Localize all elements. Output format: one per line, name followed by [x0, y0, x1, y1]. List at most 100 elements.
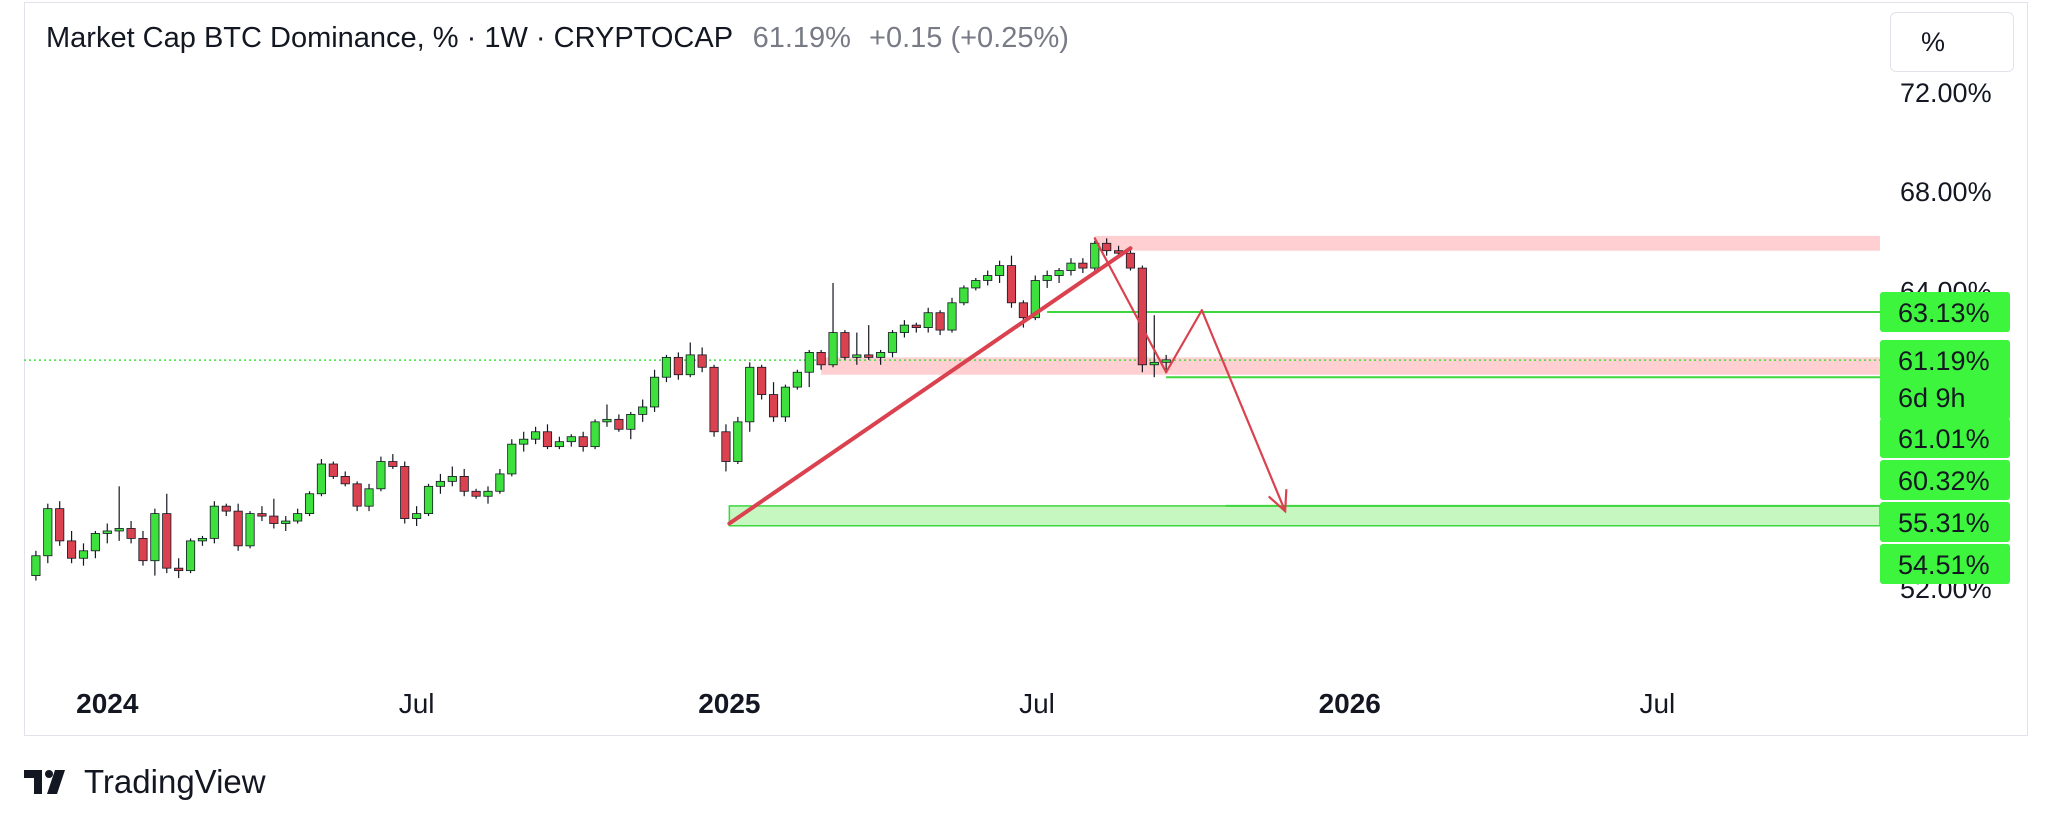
candle — [43, 503, 53, 564]
brand-name: TradingView — [84, 763, 266, 800]
candle-body — [911, 324, 921, 328]
candle — [1090, 240, 1100, 271]
candle-body — [1137, 267, 1147, 366]
candle-body — [804, 351, 814, 373]
candle — [1042, 270, 1052, 288]
candle — [102, 523, 112, 544]
candle — [388, 454, 398, 469]
candle — [423, 483, 434, 517]
candle — [947, 297, 957, 333]
price-badge: 55.31% — [1880, 502, 2010, 542]
percent-scale-button[interactable]: % — [1890, 12, 2014, 72]
candle — [768, 382, 779, 422]
candle-body — [959, 287, 969, 304]
badge-bg — [1880, 292, 2010, 332]
candle-body — [864, 354, 874, 358]
badge-bg — [1880, 418, 2010, 458]
candle — [364, 483, 374, 512]
candle-body — [233, 510, 243, 547]
symbol-title[interactable]: Market Cap BTC Dominance, % · 1W · CRYPT… — [46, 22, 733, 54]
tradingview-logo-icon — [24, 770, 65, 794]
candle-body — [114, 528, 124, 532]
candle — [721, 424, 731, 472]
candle — [638, 399, 648, 422]
candle-body — [542, 431, 553, 448]
candle — [90, 530, 100, 559]
arrow-head — [1267, 489, 1288, 514]
x-tick-label: 2026 — [1319, 688, 1381, 719]
candle — [816, 349, 826, 370]
candle-body — [304, 493, 315, 515]
candle-body — [400, 466, 410, 519]
candle-body — [554, 441, 564, 448]
candle-body — [935, 312, 945, 331]
last-value: 61.19% — [752, 22, 851, 54]
candle — [733, 416, 743, 464]
candle-body — [90, 533, 100, 552]
candle — [650, 369, 660, 412]
candle-body — [852, 354, 862, 358]
candle-body — [412, 513, 422, 519]
trendlines-group — [727, 237, 1288, 526]
candle-body — [1090, 242, 1100, 269]
branding-footer[interactable]: TradingView — [24, 762, 266, 802]
candle — [804, 349, 814, 388]
badge-label: 54.51% — [1898, 550, 1990, 580]
candle-body — [650, 376, 660, 408]
candle — [31, 550, 41, 581]
candle-body — [887, 332, 898, 353]
candle-body — [102, 530, 112, 534]
trend-line — [1165, 309, 1203, 374]
candle — [507, 439, 517, 477]
levels-group — [24, 310, 1880, 507]
candle-body — [995, 265, 1005, 276]
candle-body — [435, 480, 445, 487]
candle — [412, 506, 422, 526]
candle — [281, 516, 291, 531]
candle — [435, 473, 445, 494]
price-badge: 60.32% — [1880, 460, 2010, 500]
candle — [245, 511, 255, 549]
trend-line — [1093, 237, 1168, 374]
candle-body — [614, 418, 624, 430]
candle-body — [566, 436, 576, 443]
candle — [614, 414, 624, 432]
y-tick-label: 72.00% — [1900, 78, 1992, 108]
candle — [138, 530, 148, 566]
candle — [899, 320, 909, 338]
candle-body — [245, 513, 255, 547]
candle-body — [67, 540, 77, 559]
candles-group — [31, 238, 1171, 581]
candle-body — [876, 351, 886, 358]
candle — [685, 342, 695, 378]
candle-body — [447, 475, 457, 482]
candle-body — [55, 508, 65, 542]
candle — [174, 558, 184, 579]
candle — [352, 481, 362, 512]
candle-body — [459, 475, 469, 492]
candle — [293, 508, 303, 524]
candle-body — [590, 421, 600, 448]
candle — [1006, 255, 1017, 308]
candle-body — [971, 280, 981, 289]
candle — [1161, 354, 1171, 370]
badge-bg — [1880, 340, 2010, 420]
candle-body — [1054, 270, 1064, 276]
candle — [150, 508, 160, 576]
candle-body — [1149, 361, 1159, 366]
candle — [876, 349, 886, 365]
trend-line — [1200, 309, 1287, 513]
candle-body — [1066, 262, 1076, 271]
candle-body — [983, 275, 993, 281]
candle — [471, 488, 481, 499]
candle — [566, 434, 576, 447]
candle — [828, 282, 838, 368]
badge-label: 61.01% — [1898, 424, 1990, 454]
candle — [67, 530, 77, 564]
candle — [1078, 258, 1088, 274]
badge-label: 61.19% — [1898, 346, 1990, 376]
candle — [971, 278, 981, 291]
candle-body — [221, 505, 231, 512]
candle — [1102, 238, 1112, 256]
